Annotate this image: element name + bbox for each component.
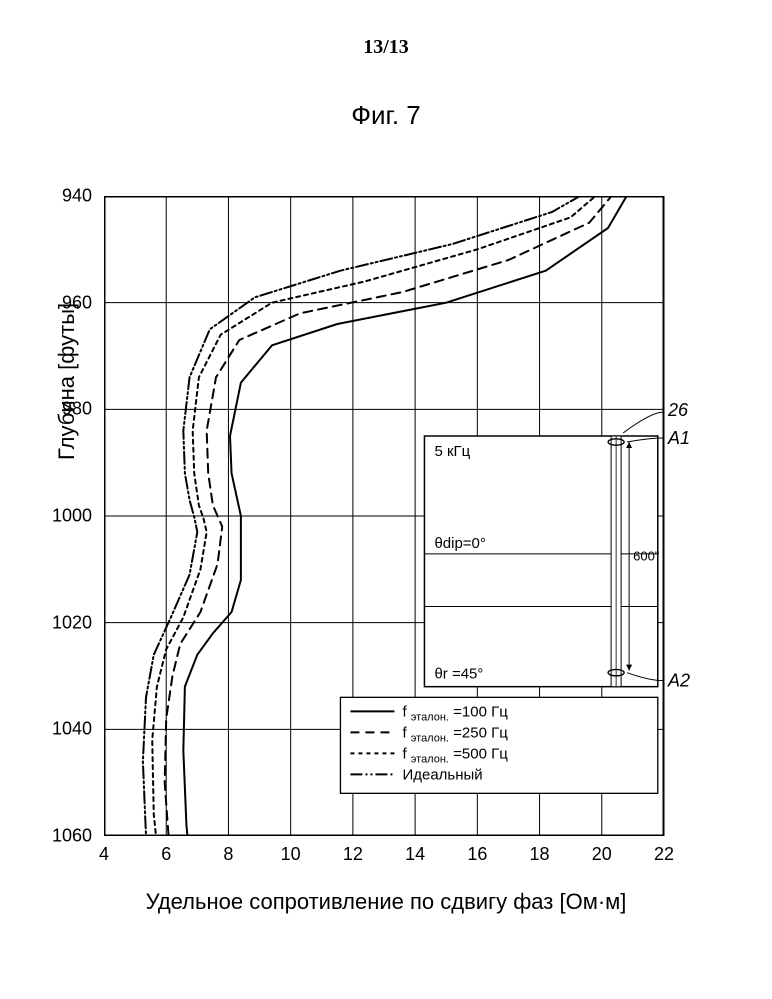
svg-text:A2: A2 [667, 671, 690, 691]
figure-title: Фиг. 7 [0, 100, 772, 131]
svg-text:600": 600" [633, 548, 660, 563]
svg-text:θr =45°: θr =45° [434, 666, 483, 683]
svg-text:26: 26 [667, 400, 689, 420]
x-axis-label: Удельное сопротивление по сдвигу фаз [Ом… [0, 889, 772, 915]
y-axis-label: Глубина [футы] [54, 303, 80, 460]
svg-text:Идеальный: Идеальный [402, 766, 482, 783]
y-tick-label: 940 [62, 186, 92, 207]
y-tick-label: 980 [62, 399, 92, 420]
x-tick-label: 6 [161, 844, 171, 865]
svg-text:θdip=0°: θdip=0° [434, 535, 485, 552]
x-tick-label: 8 [223, 844, 233, 865]
x-tick-label: 12 [343, 844, 363, 865]
x-tick-label: 22 [654, 844, 674, 865]
y-tick-label: 960 [62, 292, 92, 313]
inset-panel: 600" 5 кГц θdip=0° θr =45° 26 A1 A2 [424, 400, 690, 691]
svg-text:5 кГц: 5 кГц [434, 443, 470, 460]
y-tick-label: 1060 [52, 826, 92, 847]
svg-text:A1: A1 [667, 428, 690, 448]
x-tick-label: 10 [281, 844, 301, 865]
y-tick-label: 1040 [52, 719, 92, 740]
x-tick-label: 20 [592, 844, 612, 865]
chart-svg: 600" 5 кГц θdip=0° θr =45° 26 A1 A2 f эталон. =… [104, 196, 720, 836]
x-tick-label: 14 [405, 844, 425, 865]
x-tick-label: 16 [467, 844, 487, 865]
chart-area: 600"5 кГцθdip=0°θr =45°26A1A2f эталон. =… [104, 196, 664, 836]
x-tick-label: 18 [530, 844, 550, 865]
legend: f эталон. =100 Гцf эталон. =250 Гцf этал… [340, 697, 657, 793]
x-tick-label: 4 [99, 844, 109, 865]
page-number: 13/13 [0, 36, 772, 59]
y-tick-label: 1020 [52, 612, 92, 633]
y-tick-label: 1000 [52, 506, 92, 527]
